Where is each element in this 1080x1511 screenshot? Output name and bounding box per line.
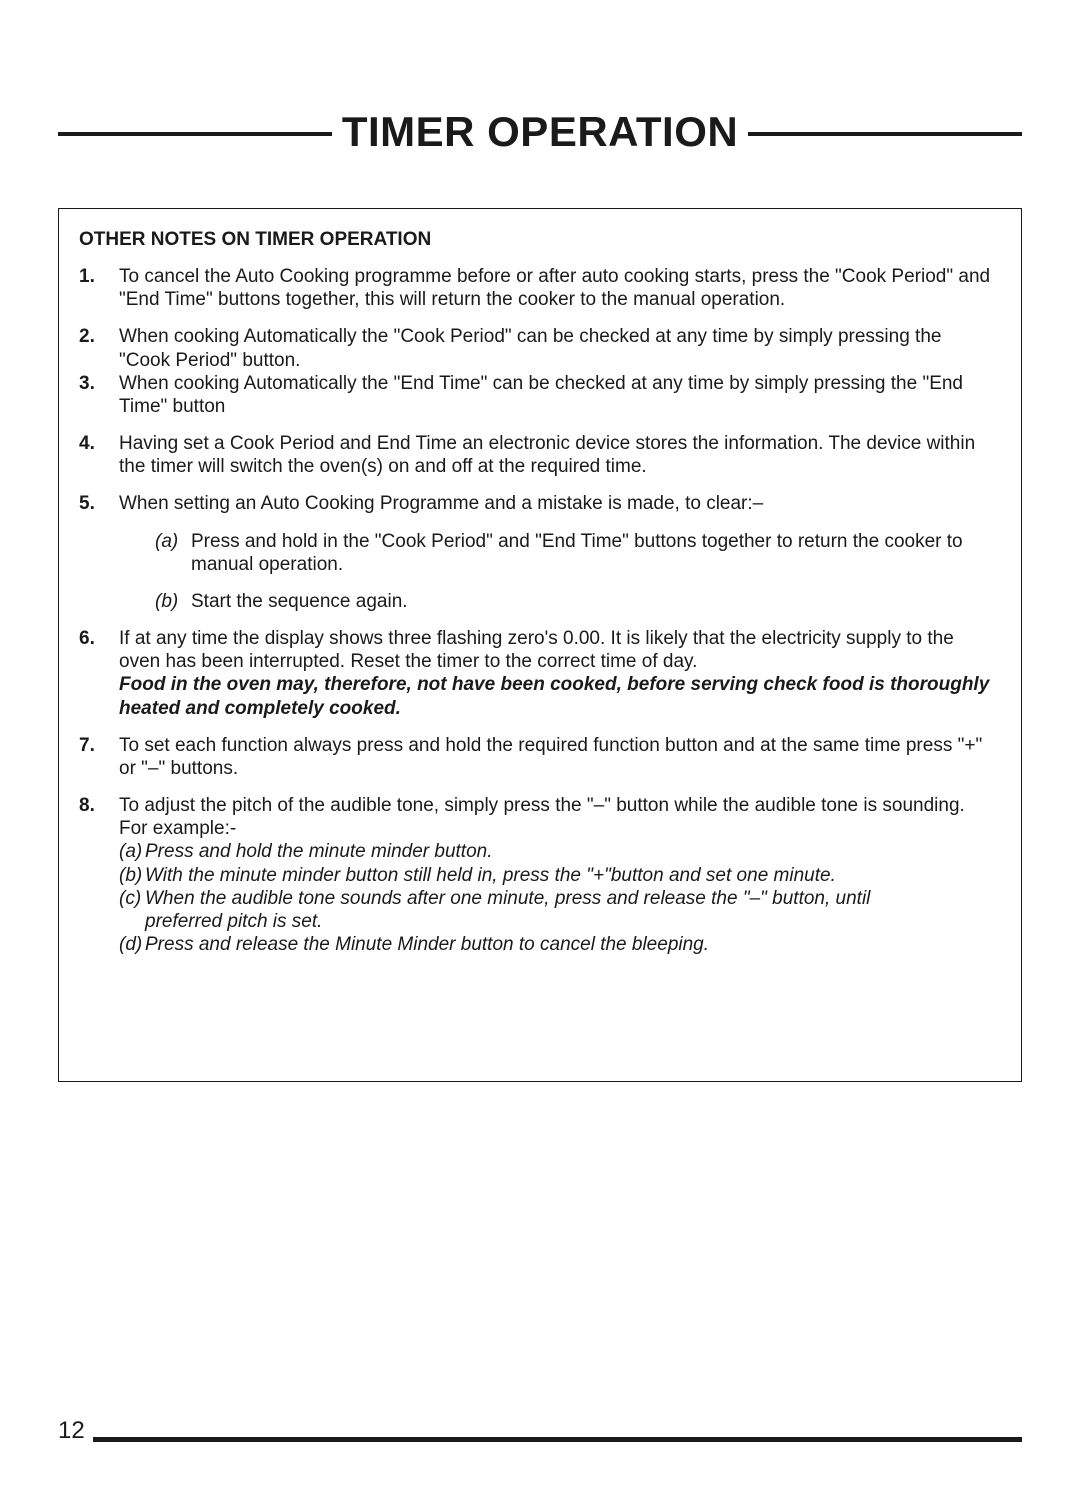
note-subtext: When the audible tone sounds after one m… [145,888,870,909]
note-item: When setting an Auto Cooking Programme a… [79,492,995,613]
note-subitem: When the audible tone sounds after one m… [119,887,995,910]
note-item: To set each function always press and ho… [79,734,995,780]
note-item: When cooking Automatically the "Cook Per… [79,325,995,371]
note-text: When cooking Automatically the "Cook Per… [119,326,941,370]
note-text: When setting an Auto Cooking Programme a… [119,493,763,514]
page-title: TIMER OPERATION [332,108,748,160]
page: TIMER OPERATION OTHER NOTES ON TIMER OPE… [0,0,1080,1511]
note-item: Having set a Cook Period and End Time an… [79,432,995,478]
note-sublist-inline: Press and hold the minute minder button.… [119,840,995,956]
footer-rule [93,1437,1022,1442]
notes-box: OTHER NOTES ON TIMER OPERATION To cancel… [58,208,1022,1082]
note-subitem: Start the sequence again. [119,590,995,613]
title-rule-right [748,132,1022,136]
note-subtext: Press and hold in the "Cook Period" and … [191,531,963,575]
note-text: To cancel the Auto Cooking programme bef… [119,266,990,310]
note-item: If at any time the display shows three f… [79,627,995,720]
note-item: When cooking Automatically the "End Time… [79,372,995,418]
note-subitem: Press and release the Minute Minder butt… [119,933,995,956]
note-subtext: Press and release the Minute Minder butt… [145,934,709,955]
page-number: 12 [58,1417,93,1445]
note-warning: Food in the oven may, therefore, not hav… [119,674,989,718]
note-text: To adjust the pitch of the audible tone,… [119,795,965,839]
title-rule-left [58,132,332,136]
note-subtext: Start the sequence again. [191,591,408,612]
note-subtext: With the minute minder button still held… [145,865,836,886]
notes-heading: OTHER NOTES ON TIMER OPERATION [79,229,995,251]
note-sublist: Press and hold in the "Cook Period" and … [119,530,995,614]
note-subitem: With the minute minder button still held… [119,864,995,887]
note-text: To set each function always press and ho… [119,735,982,779]
note-subitem: Press and hold in the "Cook Period" and … [119,530,995,576]
footer: 12 [58,1417,1022,1445]
note-subitem: Press and hold the minute minder button. [119,840,995,863]
note-text: If at any time the display shows three f… [119,628,954,672]
note-text: Having set a Cook Period and End Time an… [119,433,975,477]
note-text: When cooking Automatically the "End Time… [119,373,963,417]
title-row: TIMER OPERATION [58,108,1022,160]
notes-list: To cancel the Auto Cooking programme bef… [79,265,995,956]
note-item: To cancel the Auto Cooking programme bef… [79,265,995,311]
note-subtext-cont: preferred pitch is set. [119,910,995,933]
note-subtext: Press and hold the minute minder button. [145,841,492,862]
note-item: To adjust the pitch of the audible tone,… [79,794,995,956]
